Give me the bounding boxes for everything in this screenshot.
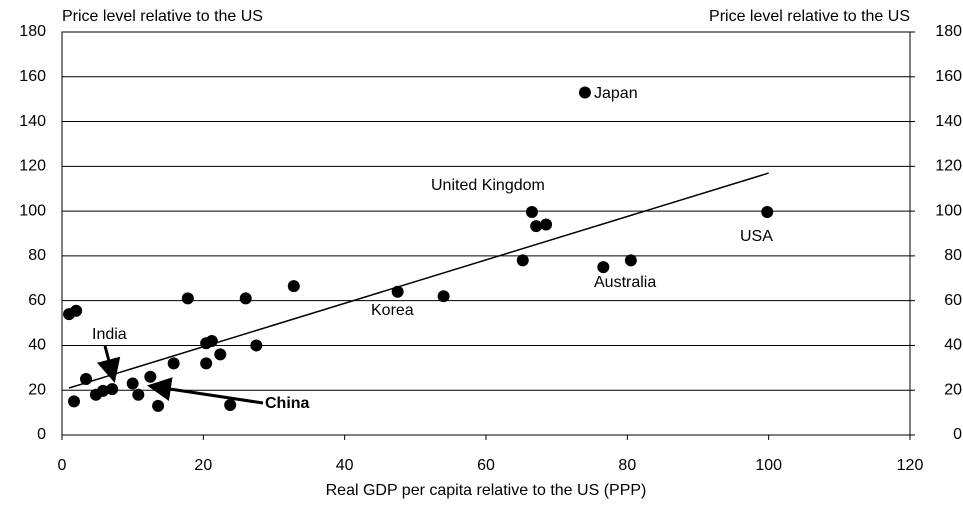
annotation: India xyxy=(92,326,127,343)
point xyxy=(80,373,93,386)
annotation: China xyxy=(265,395,310,412)
y-tick-label: 20 xyxy=(28,381,46,398)
y2-tick-label: 120 xyxy=(935,158,962,175)
x-tick-label: 100 xyxy=(755,457,782,474)
annotation: Australia xyxy=(594,274,656,291)
y2-tick-label: 140 xyxy=(935,113,962,130)
annotation: United Kingdom xyxy=(431,177,545,194)
plot-frame xyxy=(61,31,911,436)
point xyxy=(152,399,165,412)
point xyxy=(239,292,252,305)
x-tick-label: 0 xyxy=(58,457,67,474)
point xyxy=(70,304,83,317)
y-tick-label: 180 xyxy=(19,23,46,40)
y2-tick-label: 80 xyxy=(944,247,962,264)
point xyxy=(437,290,450,303)
x-tick-label: 20 xyxy=(194,457,212,474)
annotation: Japan xyxy=(594,85,638,102)
y2-tick-label: 40 xyxy=(944,337,962,354)
point xyxy=(224,398,237,411)
point xyxy=(214,348,227,361)
y-tick-label: 80 xyxy=(28,247,46,264)
y2-axis-label: Price level relative to the US xyxy=(709,8,910,25)
point xyxy=(530,220,543,233)
x-tick-label: 60 xyxy=(477,457,495,474)
point xyxy=(200,357,213,370)
arrow xyxy=(97,345,121,383)
point xyxy=(761,206,774,219)
y2-tick-label: 20 xyxy=(944,381,962,398)
y-tick-label: 120 xyxy=(19,158,46,175)
point xyxy=(167,357,180,370)
trend-line xyxy=(68,172,769,389)
point xyxy=(205,334,218,347)
y-tick-label: 0 xyxy=(37,426,46,443)
x-tick-label: 40 xyxy=(336,457,354,474)
y-tick-label: 60 xyxy=(28,292,46,309)
point xyxy=(181,292,194,305)
y2-tick-label: 100 xyxy=(935,202,962,219)
point xyxy=(132,388,145,401)
point xyxy=(540,218,553,231)
point xyxy=(624,254,637,267)
point xyxy=(250,339,263,352)
point xyxy=(96,384,109,397)
x-axis-label: Real GDP per capita relative to the US (… xyxy=(326,482,647,499)
point xyxy=(516,254,529,267)
point xyxy=(126,377,139,390)
x-tick-label: 120 xyxy=(897,457,924,474)
point xyxy=(578,86,591,99)
y2-tick-label: 60 xyxy=(944,292,962,309)
point xyxy=(144,370,157,383)
point xyxy=(287,280,300,293)
point xyxy=(525,206,538,219)
y2-tick-label: 0 xyxy=(953,426,962,443)
y-tick-label: 100 xyxy=(19,202,46,219)
y-tick-label: 140 xyxy=(19,113,46,130)
annotation: USA xyxy=(740,228,773,245)
y2-tick-label: 160 xyxy=(935,68,962,85)
y-tick-label: 160 xyxy=(19,68,46,85)
annotation: Korea xyxy=(371,302,414,319)
point xyxy=(68,395,81,408)
point xyxy=(597,261,610,274)
point xyxy=(391,285,404,298)
x-tick-label: 80 xyxy=(618,457,636,474)
arrow xyxy=(147,377,264,405)
point xyxy=(106,383,119,396)
y2-tick-label: 180 xyxy=(935,23,962,40)
y-axis-label: Price level relative to the US xyxy=(62,8,263,25)
y-tick-label: 40 xyxy=(28,337,46,354)
